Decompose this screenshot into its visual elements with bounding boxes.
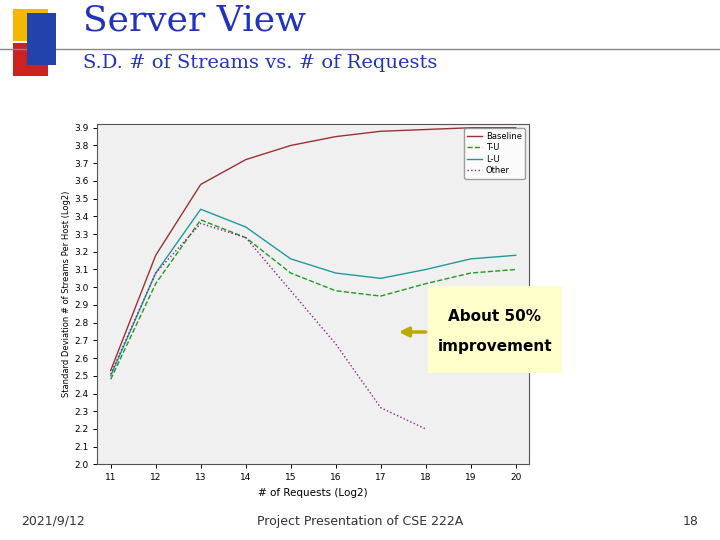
Line: L-U: L-U: [111, 209, 516, 376]
Other: [287, 287, 295, 294]
T-U: [241, 234, 250, 241]
Baseline: [467, 125, 475, 131]
T-U: [511, 266, 520, 273]
L-U: [107, 373, 115, 379]
Text: 18: 18: [683, 515, 698, 528]
T-U: [377, 293, 385, 299]
L-U: [331, 270, 340, 276]
Line: T-U: T-U: [111, 220, 516, 379]
Text: improvement: improvement: [438, 339, 552, 354]
Text: 2021/9/12: 2021/9/12: [22, 515, 86, 528]
Text: Project Presentation of CSE 222A: Project Presentation of CSE 222A: [257, 515, 463, 528]
Bar: [27, 13, 56, 65]
Baseline: [197, 181, 205, 188]
T-U: [467, 270, 475, 276]
L-U: [197, 206, 205, 212]
Line: Baseline: Baseline: [111, 128, 516, 370]
Legend: Baseline, T-U, L-U, Other: Baseline, T-U, L-U, Other: [464, 129, 525, 179]
L-U: [467, 255, 475, 262]
Baseline: [151, 252, 160, 259]
L-U: [377, 275, 385, 281]
Text: About 50%: About 50%: [449, 309, 541, 324]
Text: Server View: Server View: [83, 3, 306, 37]
Other: [197, 220, 205, 227]
T-U: [287, 270, 295, 276]
Baseline: [377, 128, 385, 134]
Text: S.D. # of Streams vs. # of Requests: S.D. # of Streams vs. # of Requests: [83, 54, 437, 72]
Bar: [13, 9, 48, 41]
FancyBboxPatch shape: [424, 284, 566, 375]
L-U: [241, 224, 250, 230]
Other: [107, 371, 115, 377]
Baseline: [241, 157, 250, 163]
Other: [331, 341, 340, 347]
L-U: [511, 252, 520, 259]
Baseline: [331, 133, 340, 140]
Bar: [13, 43, 48, 76]
T-U: [107, 376, 115, 382]
Line: Other: Other: [111, 224, 426, 429]
Baseline: [511, 125, 520, 131]
Other: [377, 404, 385, 411]
Baseline: [107, 367, 115, 374]
Other: [421, 426, 430, 432]
L-U: [287, 255, 295, 262]
L-U: [151, 270, 160, 276]
X-axis label: # of Requests (Log2): # of Requests (Log2): [258, 488, 368, 498]
L-U: [421, 266, 430, 273]
Baseline: [287, 142, 295, 149]
T-U: [421, 280, 430, 287]
T-U: [197, 217, 205, 223]
T-U: [331, 287, 340, 294]
Other: [241, 234, 250, 241]
Y-axis label: Standard Deviation # of Streams Per Host (Log2): Standard Deviation # of Streams Per Host…: [62, 191, 71, 397]
Other: [151, 270, 160, 276]
T-U: [151, 280, 160, 287]
Baseline: [421, 126, 430, 133]
